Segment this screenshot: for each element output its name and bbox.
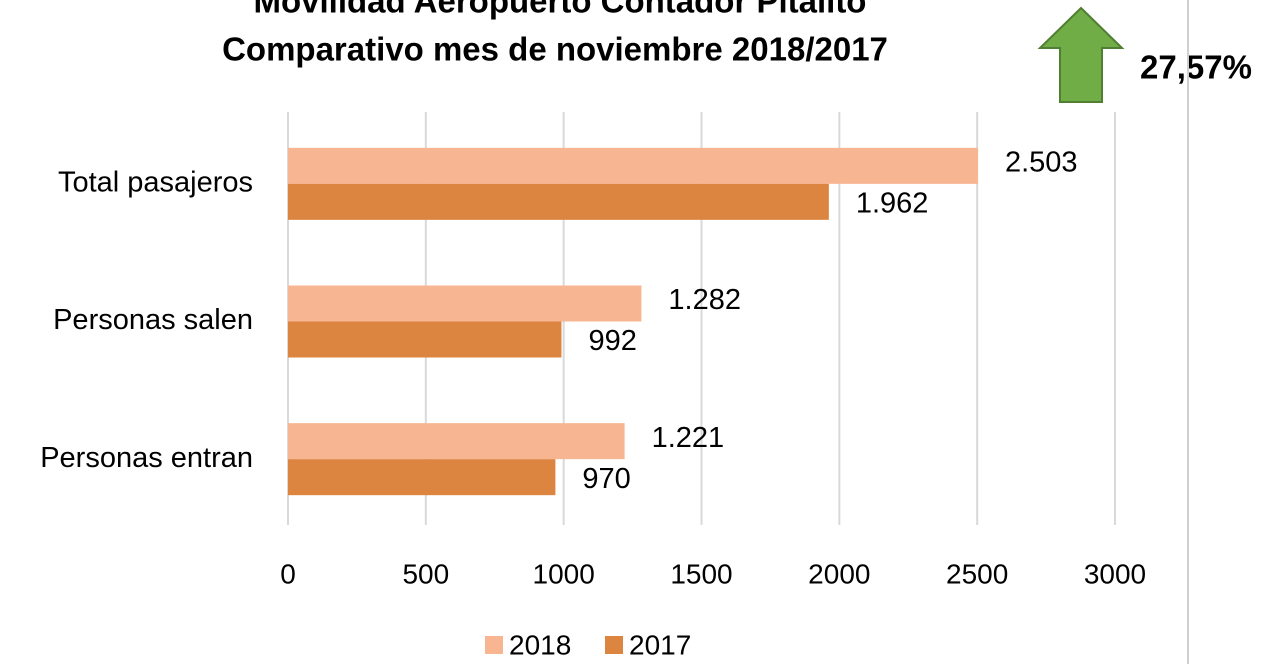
- data-label: 1.962: [856, 187, 929, 219]
- x-tick-label: 1500: [670, 558, 732, 589]
- x-tick-label: 2000: [808, 558, 870, 589]
- x-tick-label: 3000: [1084, 558, 1146, 589]
- chart-title: Movilidad Aeropuerto Contador Pitalito: [254, 0, 867, 20]
- data-label: 2.503: [1005, 146, 1078, 178]
- annotation: 27,57%: [1140, 49, 1252, 86]
- arrow-icon: [1037, 6, 1125, 103]
- data-label: 1.282: [668, 284, 741, 316]
- legend-label: 2018: [509, 629, 571, 660]
- legend-swatch: [605, 636, 623, 654]
- bar: [288, 183, 829, 220]
- x-tick-label: 1000: [533, 558, 595, 589]
- bar: [288, 321, 562, 358]
- x-tick-label: 2500: [946, 558, 1008, 589]
- data-label: 992: [588, 325, 636, 357]
- y-tick-label: Personas entran: [40, 442, 253, 474]
- x-tick-label: 500: [402, 558, 449, 589]
- x-tick-label: 0: [280, 558, 296, 589]
- chart-subtitle: Comparativo mes de noviembre 2018/2017: [222, 31, 888, 68]
- bar: [288, 285, 642, 322]
- legend-swatch: [485, 636, 503, 654]
- bar: [288, 459, 556, 496]
- y-tick-label: Total pasajeros: [58, 166, 253, 198]
- data-label: 1.221: [652, 422, 725, 454]
- bar: [288, 147, 978, 184]
- legend-label: 2017: [629, 629, 691, 660]
- bar: [288, 423, 625, 460]
- data-label: 970: [582, 463, 630, 495]
- y-tick-label: Personas salen: [53, 304, 253, 336]
